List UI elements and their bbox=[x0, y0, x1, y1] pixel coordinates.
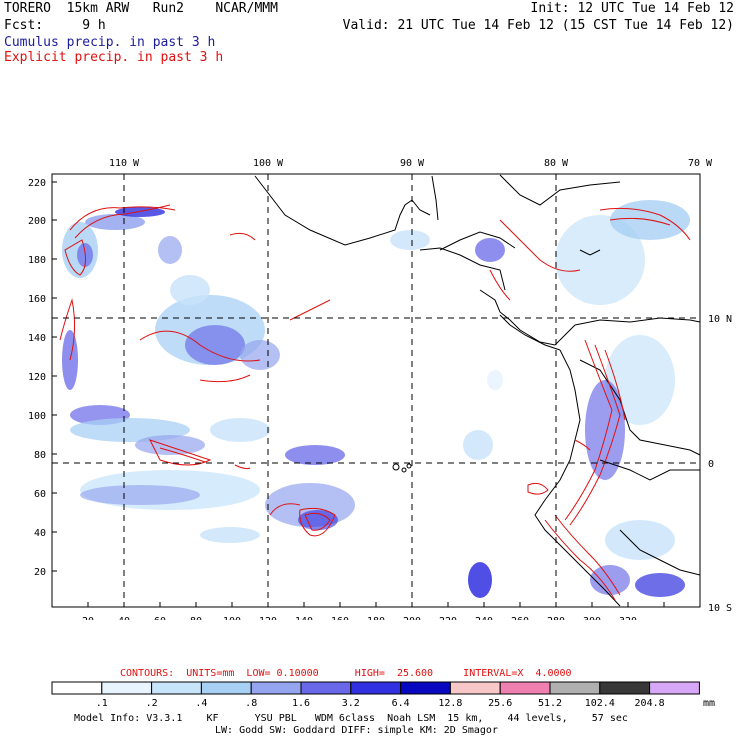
cumulus-precip-areas bbox=[62, 200, 690, 598]
color-bar-level-label: .4 bbox=[195, 698, 207, 709]
x-tick-label: 160 bbox=[331, 616, 349, 620]
color-bar-cell bbox=[300, 681, 352, 695]
cumulus-legend-title: Cumulus precip. in past 3 h bbox=[4, 35, 216, 50]
x-tick-label: 240 bbox=[475, 616, 493, 620]
color-bar-cell bbox=[101, 681, 153, 695]
color-bar-level-label: .1 bbox=[96, 698, 108, 709]
precip-map: 110 W 100 W 90 W 80 W 70 W 10 N 0 10 S 2… bbox=[28, 158, 732, 620]
lat-label-10n: 10 N bbox=[708, 314, 732, 325]
color-bar-cell bbox=[499, 681, 551, 695]
color-bar-level-label: 6.4 bbox=[392, 698, 410, 709]
lat-lon-grid bbox=[52, 174, 700, 607]
color-bar-labels: .1 .2 .4 .8 1.6 3.2 6.4 12.8 25.6 51.2 102.4 204.8 bbox=[96, 698, 665, 709]
y-tick-label: 140 bbox=[28, 333, 46, 344]
model-title: TORERO 15km ARW Run2 NCAR/MMM bbox=[4, 1, 278, 16]
color-bar-cell bbox=[350, 681, 402, 695]
color-bar-cell bbox=[400, 681, 451, 695]
color-bar-cell bbox=[649, 681, 700, 695]
x-tick-label: 280 bbox=[547, 616, 565, 620]
x-tick-label: 300 bbox=[583, 616, 601, 620]
lon-label-100w: 100 W bbox=[253, 158, 284, 169]
x-tick-label: 140 bbox=[295, 616, 313, 620]
color-bar-level-label: .8 bbox=[245, 698, 257, 709]
color-bar-level-label: 12.8 bbox=[438, 698, 462, 709]
y-tick-label: 80 bbox=[34, 450, 46, 461]
y-axis-ticks bbox=[52, 181, 57, 572]
y-tick-label: 120 bbox=[28, 372, 46, 383]
lat-label-10s: 10 S bbox=[708, 603, 732, 614]
valid-time: Valid: 21 UTC Tue 14 Feb 12 (15 CST Tue … bbox=[342, 18, 734, 33]
x-tick-label: 320 bbox=[619, 616, 637, 620]
color-bar-cell bbox=[599, 681, 651, 695]
x-tick-label: 40 bbox=[118, 616, 130, 620]
x-tick-label: 220 bbox=[439, 616, 457, 620]
color-bar-cell bbox=[250, 681, 302, 695]
color-bar-level-label: .2 bbox=[146, 698, 158, 709]
physics-info: LW: Godd SW: Goddard DIFF: simple KM: 2D… bbox=[215, 725, 498, 736]
color-bar-cell bbox=[200, 681, 252, 695]
color-bar-units: mm bbox=[703, 698, 715, 709]
x-tick-label: 180 bbox=[367, 616, 385, 620]
x-axis-ticks bbox=[87, 602, 665, 607]
galapagos-islands bbox=[392, 463, 412, 473]
explicit-legend-title: Explicit precip. in past 3 h bbox=[4, 50, 224, 65]
x-tick-label: 60 bbox=[154, 616, 166, 620]
color-bar-level-label: 51.2 bbox=[538, 698, 562, 709]
y-tick-label: 100 bbox=[28, 411, 46, 422]
x-tick-label: 260 bbox=[511, 616, 529, 620]
x-tick-label: 120 bbox=[259, 616, 277, 620]
x-tick-label: 80 bbox=[190, 616, 202, 620]
color-bar-level-label: 1.6 bbox=[292, 698, 310, 709]
y-tick-label: 40 bbox=[34, 528, 46, 539]
y-tick-label: 60 bbox=[34, 489, 46, 500]
coastlines bbox=[254, 174, 701, 607]
lon-label-80w: 80 W bbox=[544, 158, 569, 169]
lat-label-0: 0 bbox=[708, 459, 714, 470]
lon-label-90w: 90 W bbox=[400, 158, 425, 169]
lon-label-70w: 70 W bbox=[688, 158, 713, 169]
y-tick-label: 180 bbox=[28, 255, 46, 266]
color-bar-level-label: 3.2 bbox=[342, 698, 360, 709]
color-bar-level-label: 102.4 bbox=[585, 698, 615, 709]
lon-label-110w: 110 W bbox=[109, 158, 140, 169]
y-tick-label: 220 bbox=[28, 178, 46, 189]
model-info: Model Info: V3.3.1 KF YSU PBL WDM 6class… bbox=[74, 713, 628, 724]
color-bar: .1.2.4.8 1.6 3.2 6.4 12.8 25.6 51.2 102.4 204.8 … bbox=[51, 681, 715, 709]
x-tick-label: 100 bbox=[223, 616, 241, 620]
color-bar-cells bbox=[51, 681, 700, 695]
y-tick-label: 200 bbox=[28, 216, 46, 227]
color-bar-cell bbox=[51, 681, 103, 695]
forecast-hour: Fcst: 9 h bbox=[4, 18, 106, 33]
x-tick-label: 20 bbox=[82, 616, 94, 620]
x-tick-label: 200 bbox=[403, 616, 421, 620]
y-tick-label: 20 bbox=[34, 567, 46, 578]
color-bar-cell bbox=[549, 681, 601, 695]
color-bar-cell bbox=[151, 681, 202, 695]
color-bar-level-label: 25.6 bbox=[488, 698, 512, 709]
contours-info: CONTOURS: UNITS=mm LOW= 0.10000 HIGH= 25… bbox=[120, 668, 572, 679]
y-tick-label: 160 bbox=[28, 294, 46, 305]
explicit-precip-contours bbox=[59, 204, 691, 601]
color-bar-cell bbox=[449, 681, 501, 695]
init-time: Init: 12 UTC Tue 14 Feb 12 bbox=[530, 1, 735, 16]
color-bar-level-label: 204.8 bbox=[635, 698, 665, 709]
